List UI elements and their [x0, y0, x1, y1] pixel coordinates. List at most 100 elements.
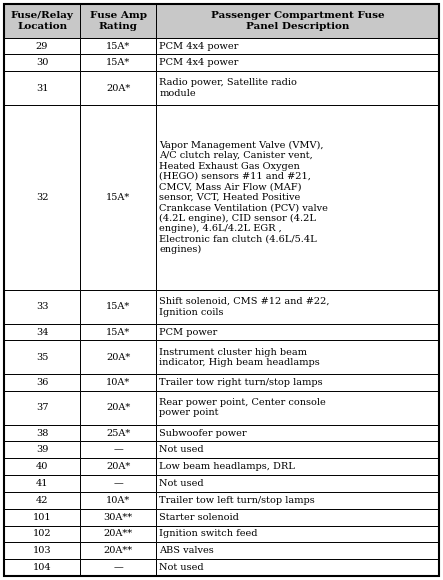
Bar — [4, 340, 80, 374]
Text: Fuse Amp
Rating: Fuse Amp Rating — [89, 11, 147, 31]
Text: Rear power point, Center console
power point: Rear power point, Center console power p… — [159, 398, 326, 418]
Text: Not used: Not used — [159, 479, 204, 488]
Text: Low beam headlamps, DRL: Low beam headlamps, DRL — [159, 462, 295, 471]
Text: 20A**: 20A** — [104, 530, 133, 538]
Bar — [156, 340, 439, 374]
Bar — [80, 340, 156, 374]
Text: 33: 33 — [36, 302, 48, 311]
Bar — [4, 441, 80, 458]
Bar — [80, 374, 156, 391]
Text: 15A*: 15A* — [106, 42, 130, 50]
Bar — [156, 559, 439, 576]
Text: 42: 42 — [36, 496, 48, 505]
Bar — [156, 391, 439, 425]
Text: 101: 101 — [33, 513, 51, 521]
Bar — [4, 559, 80, 576]
Bar — [80, 475, 156, 492]
Text: 30A**: 30A** — [104, 513, 133, 521]
Bar — [156, 441, 439, 458]
Bar — [4, 324, 80, 340]
Bar — [80, 542, 156, 559]
Bar — [4, 391, 80, 425]
Text: Subwoofer power: Subwoofer power — [159, 429, 247, 437]
Bar — [80, 458, 156, 475]
Bar — [4, 374, 80, 391]
Text: Trailer tow right turn/stop lamps: Trailer tow right turn/stop lamps — [159, 378, 323, 387]
Text: —: — — [113, 445, 123, 454]
Bar — [156, 55, 439, 71]
Bar — [156, 4, 439, 38]
Bar — [80, 38, 156, 55]
Text: PCM 4x4 power: PCM 4x4 power — [159, 59, 239, 67]
Bar — [80, 105, 156, 290]
Bar — [4, 290, 80, 324]
Text: Not used: Not used — [159, 563, 204, 572]
Text: 40: 40 — [36, 462, 48, 471]
Text: 20A*: 20A* — [106, 403, 130, 412]
Bar — [80, 4, 156, 38]
Text: 20A*: 20A* — [106, 462, 130, 471]
Bar — [4, 71, 80, 105]
Bar — [80, 391, 156, 425]
Bar — [156, 542, 439, 559]
Bar — [156, 425, 439, 441]
Bar — [156, 324, 439, 340]
Text: PCM 4x4 power: PCM 4x4 power — [159, 42, 239, 50]
Text: 15A*: 15A* — [106, 302, 130, 311]
Bar — [156, 71, 439, 105]
Text: Trailer tow left turn/stop lamps: Trailer tow left turn/stop lamps — [159, 496, 315, 505]
Text: 37: 37 — [36, 403, 48, 412]
Bar — [4, 509, 80, 525]
Text: —: — — [113, 479, 123, 488]
Bar — [4, 38, 80, 55]
Text: 103: 103 — [33, 546, 51, 555]
Text: 41: 41 — [36, 479, 48, 488]
Text: 15A*: 15A* — [106, 328, 130, 336]
Bar — [80, 71, 156, 105]
Bar — [156, 492, 439, 509]
Bar — [156, 38, 439, 55]
Bar — [80, 441, 156, 458]
Text: 102: 102 — [33, 530, 51, 538]
Text: 15A*: 15A* — [106, 59, 130, 67]
Bar — [156, 290, 439, 324]
Text: 31: 31 — [36, 84, 48, 93]
Text: Starter solenoid: Starter solenoid — [159, 513, 239, 521]
Text: Shift solenoid, CMS #12 and #22,
Ignition coils: Shift solenoid, CMS #12 and #22, Ignitio… — [159, 297, 330, 317]
Bar — [156, 105, 439, 290]
Bar — [4, 542, 80, 559]
Bar — [4, 55, 80, 71]
Bar — [80, 290, 156, 324]
Bar — [80, 559, 156, 576]
Text: 34: 34 — [36, 328, 48, 336]
Text: 38: 38 — [36, 429, 48, 437]
Bar — [156, 458, 439, 475]
Bar — [4, 525, 80, 542]
Bar — [4, 492, 80, 509]
Text: 10A*: 10A* — [106, 496, 130, 505]
Text: Instrument cluster high beam
indicator, High beam headlamps: Instrument cluster high beam indicator, … — [159, 347, 320, 367]
Text: 104: 104 — [33, 563, 51, 572]
Bar — [80, 425, 156, 441]
Text: —: — — [113, 563, 123, 572]
Text: 20A**: 20A** — [104, 546, 133, 555]
Bar — [80, 509, 156, 525]
Text: 25A*: 25A* — [106, 429, 130, 437]
Text: 20A*: 20A* — [106, 84, 130, 93]
Bar — [4, 105, 80, 290]
Bar — [4, 4, 80, 38]
Bar — [156, 374, 439, 391]
Text: Ignition switch feed: Ignition switch feed — [159, 530, 258, 538]
Text: 15A*: 15A* — [106, 193, 130, 202]
Text: 29: 29 — [36, 42, 48, 50]
Text: Fuse/Relay
Location: Fuse/Relay Location — [11, 11, 74, 31]
Text: 10A*: 10A* — [106, 378, 130, 387]
Text: 32: 32 — [36, 193, 48, 202]
Bar — [4, 458, 80, 475]
Bar — [156, 475, 439, 492]
Bar — [156, 509, 439, 525]
Text: Vapor Management Valve (VMV),
A/C clutch relay, Canister vent,
Heated Exhaust Ga: Vapor Management Valve (VMV), A/C clutch… — [159, 141, 328, 254]
Text: Radio power, Satellite radio
module: Radio power, Satellite radio module — [159, 78, 297, 98]
Text: 36: 36 — [36, 378, 48, 387]
Text: PCM power: PCM power — [159, 328, 218, 336]
